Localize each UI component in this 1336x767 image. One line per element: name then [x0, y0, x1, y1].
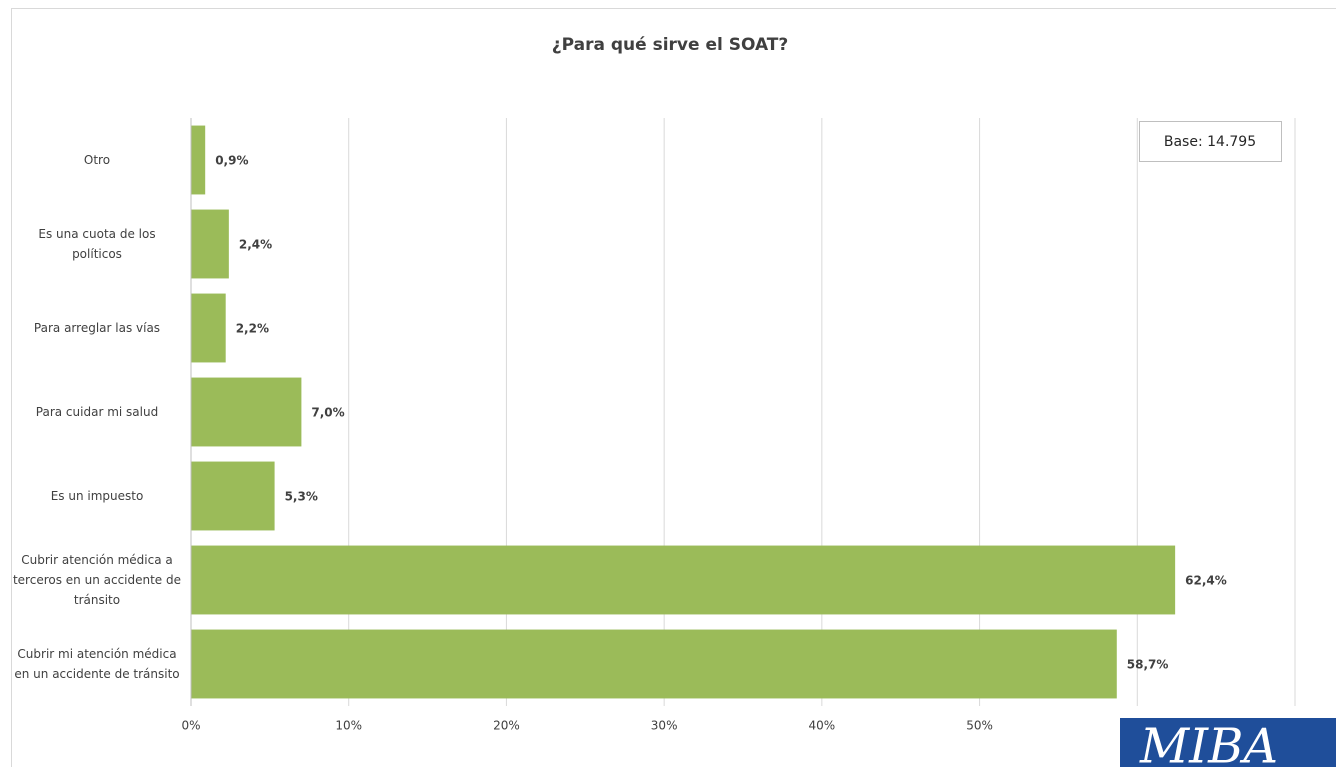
x-tick-label: 0%	[181, 719, 200, 733]
chart-title: ¿Para qué sirve el SOAT?	[552, 35, 789, 55]
x-tick-label: 10%	[335, 719, 362, 733]
data-label: 7,0%	[311, 406, 344, 420]
data-label: 58,7%	[1127, 658, 1169, 672]
y-tick-label: Cubrir mi atención médica en un accident…	[14, 647, 180, 681]
y-tick-label: Cubrir atención médica a terceros en un …	[12, 553, 182, 607]
data-label: 62,4%	[1185, 574, 1227, 588]
y-tick-label: Para cuidar mi salud	[35, 405, 159, 419]
y-tick-label: Para arreglar las vías	[33, 321, 161, 335]
x-tick-label: 40%	[809, 719, 836, 733]
bar	[191, 209, 229, 279]
logo: MIBA	[1139, 719, 1278, 767]
y-tick-label: Otro	[83, 153, 111, 167]
bar	[191, 293, 226, 363]
x-tick-label: 20%	[493, 719, 520, 733]
data-label: 5,3%	[285, 490, 318, 504]
bar	[191, 125, 206, 195]
data-label: 2,4%	[239, 238, 272, 252]
data-label: 2,2%	[236, 322, 269, 336]
annotation-box	[1139, 121, 1282, 162]
annotation: Base: 14.795	[1164, 134, 1256, 150]
bar	[191, 377, 302, 447]
y-tick-label: Es un impuesto	[50, 489, 144, 503]
y-tick-label: Es una cuota de los políticos	[38, 227, 156, 261]
logo-box	[1120, 718, 1336, 767]
bar	[191, 545, 1176, 615]
x-tick-label: 30%	[651, 719, 678, 733]
bar	[191, 629, 1117, 699]
data-label: 0,9%	[215, 154, 248, 168]
x-tick-label: 50%	[966, 719, 993, 733]
bar	[191, 461, 275, 531]
